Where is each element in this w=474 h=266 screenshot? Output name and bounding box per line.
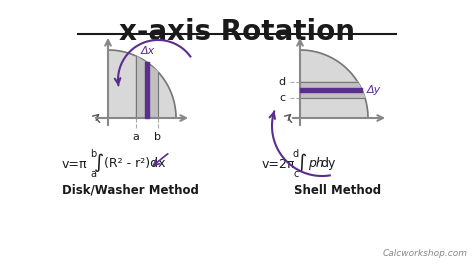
Polygon shape: [300, 82, 365, 98]
Text: d: d: [293, 149, 299, 159]
Text: (R² - r²)dx: (R² - r²)dx: [104, 157, 165, 171]
Text: d: d: [279, 77, 286, 87]
Text: Δy: Δy: [367, 85, 381, 95]
Text: c: c: [280, 93, 286, 103]
Text: a: a: [133, 132, 139, 142]
Text: Disk/Washer Method: Disk/Washer Method: [62, 184, 199, 197]
Polygon shape: [300, 50, 368, 118]
Text: ph: ph: [308, 157, 324, 171]
Text: Shell Method: Shell Method: [294, 184, 382, 197]
Text: c: c: [293, 169, 299, 179]
Text: x-axis Rotation: x-axis Rotation: [119, 18, 355, 46]
Polygon shape: [136, 56, 158, 118]
Text: ∫: ∫: [94, 153, 104, 172]
Polygon shape: [108, 50, 176, 118]
Text: Δx: Δx: [141, 46, 155, 56]
Text: Calcworkshop.com: Calcworkshop.com: [383, 249, 468, 258]
Text: a: a: [90, 169, 96, 179]
Text: v=π: v=π: [62, 157, 88, 171]
Text: b: b: [90, 149, 96, 159]
Text: dy: dy: [320, 157, 336, 171]
Text: ∫: ∫: [297, 153, 307, 172]
Text: b: b: [155, 132, 162, 142]
Text: v=2π: v=2π: [262, 157, 295, 171]
